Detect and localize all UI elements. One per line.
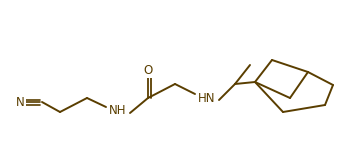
Text: N: N — [16, 96, 24, 108]
Text: O: O — [143, 64, 153, 76]
Text: NH: NH — [109, 104, 127, 116]
Text: HN: HN — [198, 92, 216, 104]
